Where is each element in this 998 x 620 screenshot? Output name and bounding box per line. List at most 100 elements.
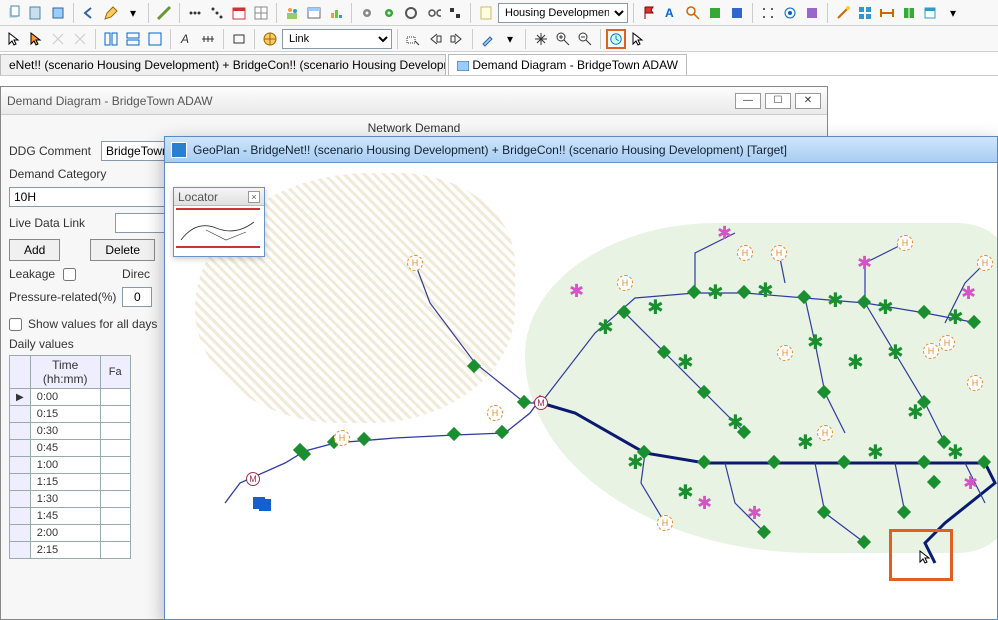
scenario-dropdown[interactable]: Housing Developmen xyxy=(498,3,628,23)
pink-node[interactable] xyxy=(747,503,762,524)
locate-clock-icon[interactable] xyxy=(606,29,626,49)
pointer-icon[interactable] xyxy=(4,29,24,49)
note-icon[interactable] xyxy=(476,3,496,23)
pink-node[interactable] xyxy=(857,253,872,274)
maximize-button[interactable]: ☐ xyxy=(765,93,791,109)
book-icon[interactable] xyxy=(899,3,919,23)
scissors2-icon[interactable] xyxy=(70,29,90,49)
network-star[interactable] xyxy=(867,443,884,463)
pink-node[interactable] xyxy=(569,281,584,302)
dots-icon[interactable] xyxy=(185,3,205,23)
magnifier-icon[interactable] xyxy=(683,3,703,23)
pipette-dd-icon[interactable]: ▾ xyxy=(500,29,520,49)
network-star[interactable] xyxy=(947,443,964,463)
grid-icon[interactable] xyxy=(251,3,271,23)
network-star[interactable] xyxy=(757,281,774,301)
pink-node[interactable] xyxy=(717,223,732,244)
pattern2-icon[interactable] xyxy=(758,3,778,23)
cog-icon[interactable] xyxy=(401,3,421,23)
locator-panel[interactable]: Locator × xyxy=(173,187,265,257)
pointer2-icon[interactable] xyxy=(628,29,648,49)
network-star[interactable] xyxy=(647,298,664,318)
close-button[interactable]: ✕ xyxy=(795,93,821,109)
zoom-in-icon[interactable] xyxy=(553,29,573,49)
chain-icon[interactable] xyxy=(423,3,443,23)
hydrant-node[interactable] xyxy=(334,430,350,446)
clipboard-icon[interactable] xyxy=(48,3,68,23)
scissors-icon[interactable] xyxy=(48,29,68,49)
network-star[interactable] xyxy=(877,298,894,318)
pattern-icon[interactable] xyxy=(445,3,465,23)
pipe-icon[interactable] xyxy=(154,3,174,23)
hydrant-node[interactable] xyxy=(923,343,939,359)
hydrant-node[interactable] xyxy=(777,345,793,361)
pencil-dd-icon[interactable]: ▾ xyxy=(123,3,143,23)
tab-network[interactable]: eNet!! (scenario Housing Development) + … xyxy=(0,54,446,75)
network-star[interactable] xyxy=(827,291,844,311)
gear-green-icon[interactable] xyxy=(379,3,399,23)
network-star[interactable] xyxy=(677,483,694,503)
network-star[interactable] xyxy=(847,353,864,373)
hydrant-node[interactable] xyxy=(897,235,913,251)
demand-category-input[interactable] xyxy=(9,187,169,207)
leakage-checkbox[interactable] xyxy=(63,268,76,281)
hydrant-node[interactable] xyxy=(487,405,503,421)
hydrant-node[interactable] xyxy=(967,375,983,391)
copy-icon[interactable] xyxy=(4,3,24,23)
select-a-icon[interactable]: A xyxy=(661,3,681,23)
hydrant-node[interactable] xyxy=(617,275,633,291)
network-star[interactable] xyxy=(947,308,964,328)
minimize-button[interactable]: — xyxy=(735,93,761,109)
pipette-icon[interactable] xyxy=(478,29,498,49)
paste-icon[interactable] xyxy=(26,3,46,23)
meter-node[interactable] xyxy=(534,396,548,410)
live-data-link-input[interactable] xyxy=(115,213,165,233)
network-star[interactable] xyxy=(727,413,744,433)
grid2-icon[interactable] xyxy=(855,3,875,23)
purple-icon[interactable] xyxy=(802,3,822,23)
add-button[interactable]: Add xyxy=(9,239,60,261)
geoplan-canvas[interactable]: Locator × xyxy=(165,163,997,619)
pointer-orange-icon[interactable] xyxy=(26,29,46,49)
pink-node[interactable] xyxy=(961,283,976,304)
pink-node[interactable] xyxy=(963,473,978,494)
tab-demand-diagram[interactable]: Demand Diagram - BridgeTown ADAW xyxy=(448,54,687,75)
hydrant-node[interactable] xyxy=(771,245,787,261)
locator-close-button[interactable]: × xyxy=(248,191,260,203)
network-star[interactable] xyxy=(677,353,694,373)
hydrant-node[interactable] xyxy=(737,245,753,261)
text-a-icon[interactable]: A xyxy=(176,29,196,49)
gear-icon[interactable] xyxy=(357,3,377,23)
undo-icon[interactable] xyxy=(79,3,99,23)
hydrant-node[interactable] xyxy=(817,425,833,441)
globe-icon[interactable] xyxy=(260,29,280,49)
rect-icon[interactable] xyxy=(229,29,249,49)
network-star[interactable] xyxy=(707,283,724,303)
network-star[interactable] xyxy=(887,343,904,363)
network-star[interactable] xyxy=(907,403,924,423)
pressure-input[interactable] xyxy=(122,287,152,307)
link-dropdown[interactable]: Link xyxy=(282,29,392,49)
dd-arrow-icon[interactable]: ▾ xyxy=(943,3,963,23)
meter-node[interactable] xyxy=(246,472,260,486)
calendar-icon[interactable] xyxy=(229,3,249,23)
target-icon[interactable] xyxy=(780,3,800,23)
pencil-icon[interactable] xyxy=(101,3,121,23)
wand-icon[interactable] xyxy=(833,3,853,23)
ruler-icon[interactable] xyxy=(198,29,218,49)
dots2-icon[interactable] xyxy=(207,3,227,23)
move-right-icon[interactable] xyxy=(447,29,467,49)
layout1-icon[interactable] xyxy=(101,29,121,49)
pink-node[interactable] xyxy=(697,493,712,514)
hand-select-icon[interactable] xyxy=(403,29,423,49)
flag-icon[interactable] xyxy=(639,3,659,23)
blue-square-icon[interactable] xyxy=(727,3,747,23)
layout2-icon[interactable] xyxy=(123,29,143,49)
network-star[interactable] xyxy=(627,453,644,473)
move-left-icon[interactable] xyxy=(425,29,445,49)
network-star[interactable] xyxy=(597,318,614,338)
network-star[interactable] xyxy=(797,433,814,453)
layout3-icon[interactable] xyxy=(145,29,165,49)
zoom-out-icon[interactable] xyxy=(575,29,595,49)
hydrant-node[interactable] xyxy=(977,255,993,271)
